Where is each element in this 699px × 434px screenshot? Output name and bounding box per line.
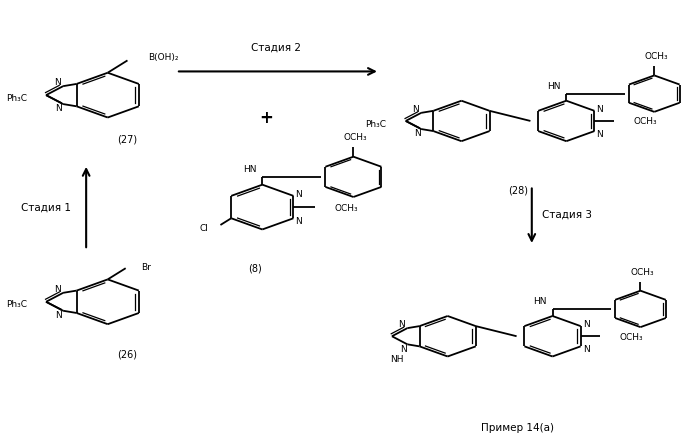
Text: N: N: [597, 130, 603, 139]
Text: (27): (27): [117, 134, 138, 144]
Text: N: N: [583, 345, 589, 354]
Text: N: N: [414, 129, 420, 138]
Text: (28): (28): [508, 185, 528, 195]
Text: NH: NH: [390, 354, 404, 363]
Text: N: N: [400, 344, 407, 353]
Text: N: N: [583, 319, 589, 328]
Text: Стадия 3: Стадия 3: [542, 209, 592, 219]
Text: Стадия 2: Стадия 2: [251, 43, 301, 53]
Text: N: N: [296, 217, 303, 226]
Text: Ph₃C: Ph₃C: [6, 300, 27, 309]
Text: OCH₃: OCH₃: [344, 132, 367, 141]
Text: N: N: [56, 310, 62, 319]
Text: Cl: Cl: [199, 223, 208, 232]
Text: OCH₃: OCH₃: [633, 117, 657, 126]
Text: OCH₃: OCH₃: [630, 267, 654, 276]
Text: N: N: [597, 105, 603, 113]
Text: +: +: [259, 108, 273, 126]
Text: OCH₃: OCH₃: [619, 332, 643, 341]
Text: B(OH)₂: B(OH)₂: [148, 53, 179, 62]
Text: (8): (8): [249, 263, 262, 273]
Text: Br: Br: [141, 262, 151, 271]
Text: Стадия 1: Стадия 1: [20, 203, 71, 213]
Text: OCH₃: OCH₃: [644, 52, 668, 61]
Text: N: N: [398, 319, 405, 329]
Text: HN: HN: [243, 165, 257, 174]
Text: N: N: [55, 284, 61, 293]
Text: N: N: [296, 189, 303, 198]
Text: Ph₃C: Ph₃C: [366, 119, 387, 128]
Text: Пример 14(а): Пример 14(а): [482, 422, 554, 432]
Text: HN: HN: [533, 297, 547, 306]
Text: (26): (26): [117, 349, 138, 358]
Text: N: N: [55, 78, 61, 87]
Text: N: N: [56, 104, 62, 113]
Text: N: N: [412, 105, 419, 114]
Text: OCH₃: OCH₃: [334, 203, 358, 212]
Text: Ph₃C: Ph₃C: [6, 94, 27, 102]
Text: HN: HN: [547, 82, 561, 91]
